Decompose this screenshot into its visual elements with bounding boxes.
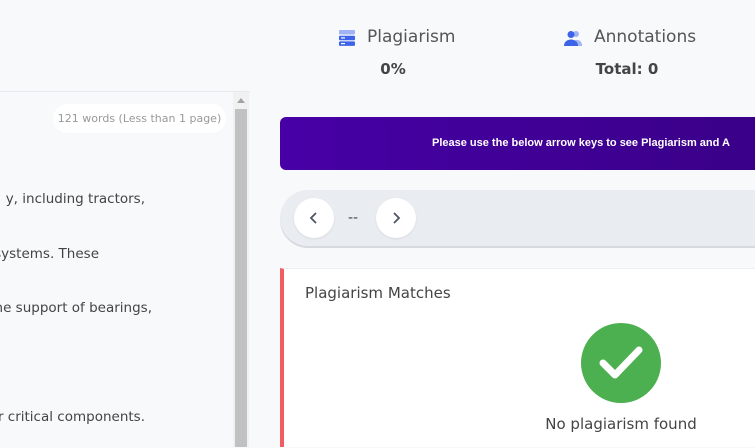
check-icon (581, 323, 661, 403)
instruction-banner: Please use the below arrow keys to see P… (280, 117, 755, 170)
annotations-stat: Annotations Total: 0 (562, 27, 722, 82)
users-icon (564, 31, 582, 46)
next-button[interactable] (376, 198, 416, 238)
plagiarism-stat: Plagiarism 0% (337, 27, 477, 82)
status-text: No plagiarism found (545, 415, 697, 433)
annotations-value: Total: 0 (595, 60, 659, 78)
card-title: Plagiarism Matches (305, 284, 451, 302)
banner-text: Please use the below arrow keys to see P… (432, 137, 730, 149)
document-line: er critical components. (0, 409, 145, 425)
scroll-up-arrow-icon[interactable] (237, 98, 245, 103)
plagiarism-matches-card: Plagiarism Matches No plagiarism found (280, 268, 755, 447)
chevron-left-icon (309, 212, 317, 224)
server-stack-icon (339, 30, 355, 46)
annotations-label: Annotations (594, 27, 697, 47)
plagiarism-value: 0% (380, 60, 406, 78)
match-position: -- (348, 210, 359, 226)
match-navigator: -- (280, 190, 755, 246)
scrollbar[interactable] (233, 92, 249, 447)
chevron-right-icon (393, 212, 401, 224)
plagiarism-label: Plagiarism (367, 27, 456, 47)
document-line: y, including tractors, (5, 191, 145, 207)
document-line: he support of bearings, (0, 300, 152, 316)
document-panel: 121 words (Less than 1 page) y, includin… (0, 91, 250, 448)
prev-button[interactable] (294, 198, 334, 238)
document-line: systems. These (0, 246, 99, 262)
scrollbar-thumb[interactable] (235, 109, 247, 447)
word-count-badge: 121 words (Less than 1 page) (53, 104, 226, 133)
